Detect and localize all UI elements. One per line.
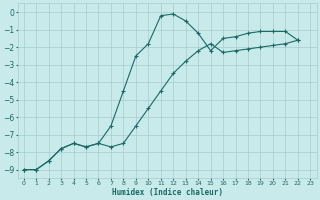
- X-axis label: Humidex (Indice chaleur): Humidex (Indice chaleur): [111, 188, 222, 197]
